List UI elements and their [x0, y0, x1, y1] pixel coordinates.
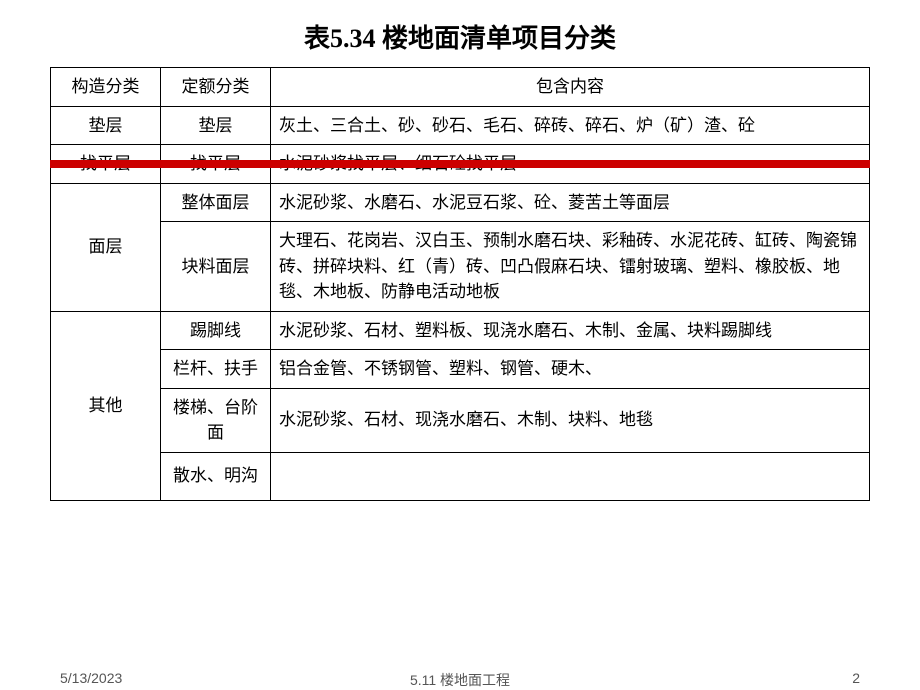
cell-quota: 楼梯、台阶面 — [161, 388, 271, 452]
cell-quota: 散水、明沟 — [161, 452, 271, 500]
table-row: 面层 整体面层 水泥砂浆、水磨石、水泥豆石浆、砼、菱苦土等面层 — [51, 183, 870, 222]
footer-page-number: 2 — [852, 670, 860, 686]
table-row: 其他 踢脚线 水泥砂浆、石材、塑料板、现浇水磨石、木制、金属、块料踢脚线 — [51, 311, 870, 350]
table-row: 栏杆、扶手 铝合金管、不锈钢管、塑料、钢管、硬木、 — [51, 350, 870, 389]
cell-content: 铝合金管、不锈钢管、塑料、钢管、硬木、 — [271, 350, 870, 389]
cell-quota: 栏杆、扶手 — [161, 350, 271, 389]
header-cell-quota: 定额分类 — [161, 68, 271, 107]
cell-content — [271, 452, 870, 500]
table-header-row: 构造分类 定额分类 包含内容 — [51, 68, 870, 107]
cell-content: 大理石、花岗岩、汉白玉、预制水磨石块、彩釉砖、水泥花砖、缸砖、陶瓷锦砖、拼碎块料… — [271, 222, 870, 312]
classification-table: 构造分类 定额分类 包含内容 垫层 垫层 灰土、三合土、砂、砂石、毛石、碎砖、碎… — [50, 67, 870, 501]
page-title: 表5.34 楼地面清单项目分类 — [0, 0, 920, 67]
cell-content: 水泥砂浆、水磨石、水泥豆石浆、砼、菱苦土等面层 — [271, 183, 870, 222]
table-container: 构造分类 定额分类 包含内容 垫层 垫层 灰土、三合土、砂、砂石、毛石、碎砖、碎… — [0, 67, 920, 501]
cell-content: 灰土、三合土、砂、砂石、毛石、碎砖、碎石、炉（矿）渣、砼 — [271, 106, 870, 145]
footer-section-title: 5.11 楼地面工程 — [0, 670, 920, 690]
cell-quota: 垫层 — [161, 106, 271, 145]
table-row: 块料面层 大理石、花岗岩、汉白玉、预制水磨石块、彩釉砖、水泥花砖、缸砖、陶瓷锦砖… — [51, 222, 870, 312]
highlight-bar — [50, 160, 870, 168]
cell-construction: 垫层 — [51, 106, 161, 145]
header-cell-construction: 构造分类 — [51, 68, 161, 107]
cell-construction: 其他 — [51, 311, 161, 500]
table-row: 楼梯、台阶面 水泥砂浆、石材、现浇水磨石、木制、块料、地毯 — [51, 388, 870, 452]
table-row: 散水、明沟 — [51, 452, 870, 500]
cell-quota: 踢脚线 — [161, 311, 271, 350]
cell-quota: 整体面层 — [161, 183, 271, 222]
cell-construction: 面层 — [51, 183, 161, 311]
header-cell-content: 包含内容 — [271, 68, 870, 107]
cell-content: 水泥砂浆、石材、现浇水磨石、木制、块料、地毯 — [271, 388, 870, 452]
cell-content: 水泥砂浆、石材、塑料板、现浇水磨石、木制、金属、块料踢脚线 — [271, 311, 870, 350]
table-row: 垫层 垫层 灰土、三合土、砂、砂石、毛石、碎砖、碎石、炉（矿）渣、砼 — [51, 106, 870, 145]
cell-quota: 块料面层 — [161, 222, 271, 312]
